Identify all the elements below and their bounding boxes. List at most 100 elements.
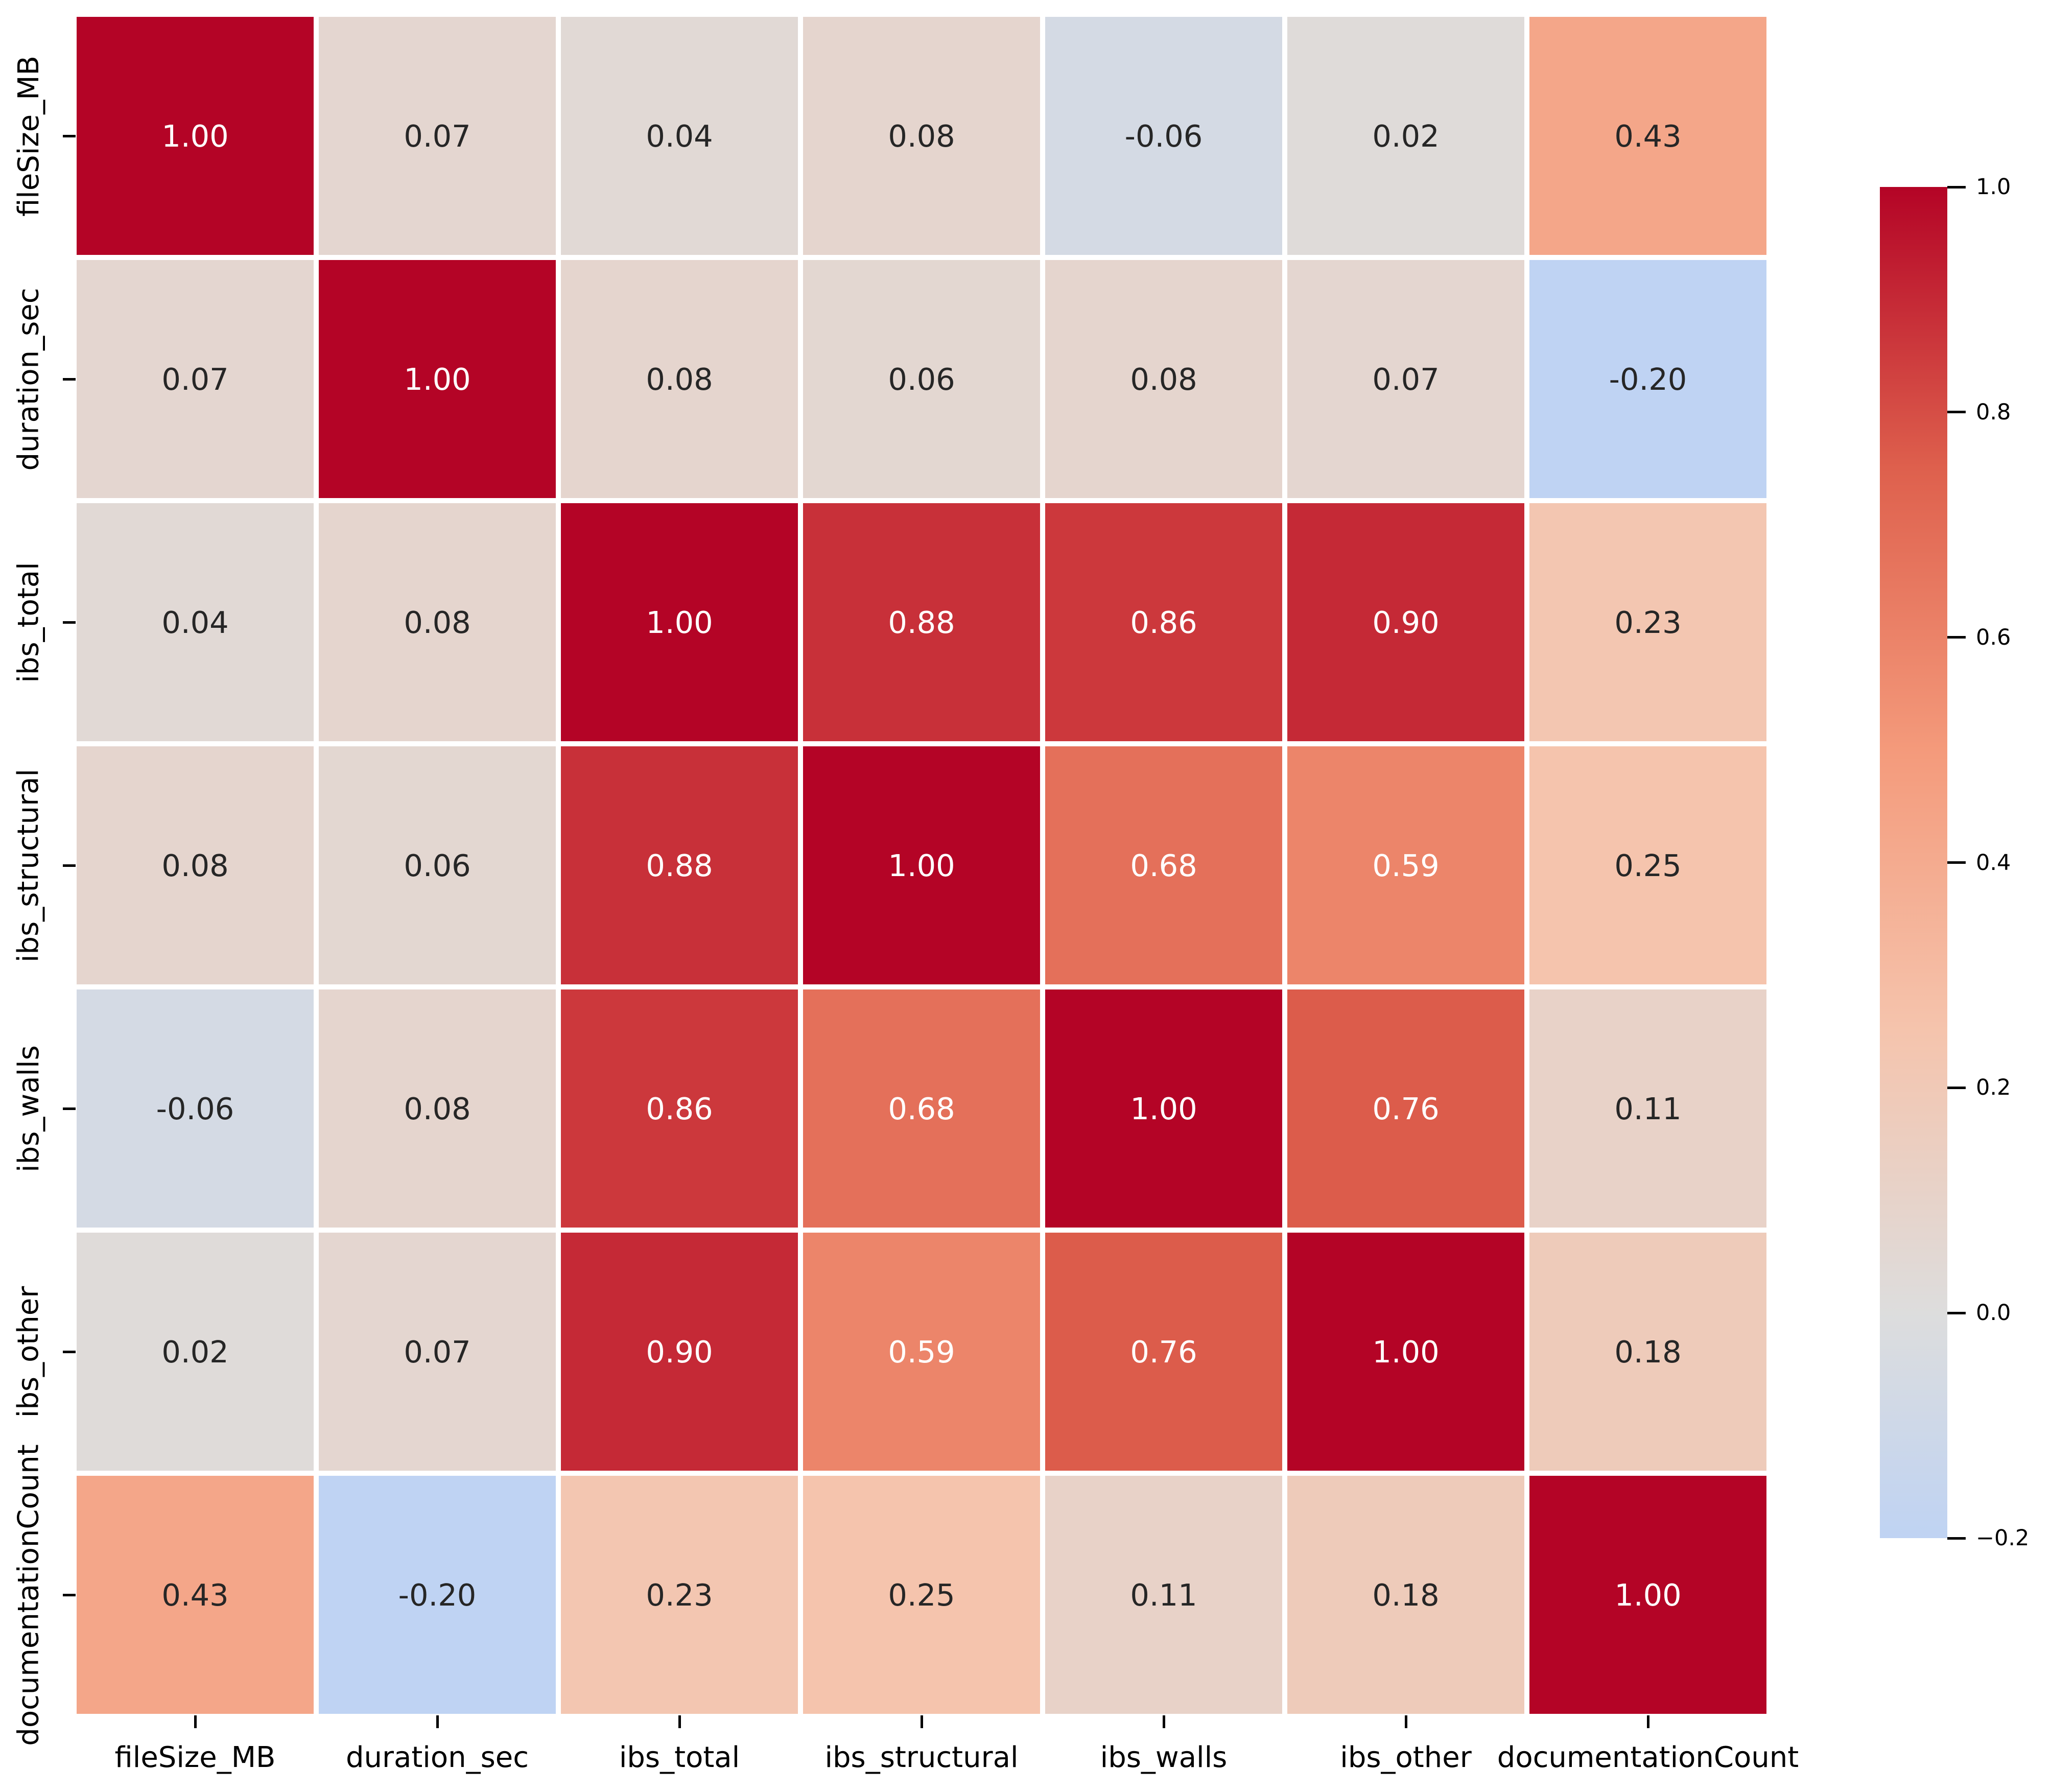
heatmap-cell-fileSize_MB-duration_sec: 0.07 <box>319 17 556 255</box>
y-axis-label-text: ibs_walls <box>12 1045 45 1172</box>
x-axis-label-ibs_other: ibs_other <box>1340 1740 1472 1774</box>
heatmap-cell-ibs_walls-ibs_walls: 1.00 <box>1045 989 1282 1228</box>
heatmap-cell-ibs_total-ibs_total: 1.00 <box>561 503 798 741</box>
heatmap-cell-ibs_total-fileSize_MB: 0.04 <box>77 503 314 741</box>
heatmap-cell-ibs_structural-duration_sec: 0.06 <box>319 746 556 984</box>
colorbar-tick <box>1947 861 1966 864</box>
heatmap-grid: 1.00 0.07 0.04 0.08 -0.06 0.02 0.43 0.07 1.00 0.0… <box>77 17 1766 1714</box>
heatmap-cell-documentationCount-documentationCount: 1.00 <box>1529 1476 1766 1714</box>
y-axis-label-text: ibs_structural <box>12 768 45 962</box>
colorbar-tick-label-0.6: 0.6 <box>1976 624 2011 650</box>
heatmap-cell-duration_sec-fileSize_MB: 0.07 <box>77 260 314 498</box>
heatmap-cell-duration_sec-ibs_total: 0.08 <box>561 260 798 498</box>
y-axis-tick <box>63 378 76 381</box>
x-axis-tick <box>1646 1715 1649 1728</box>
y-axis-tick <box>63 621 76 624</box>
heatmap-cell-ibs_other-ibs_other: 1.00 <box>1287 1233 1524 1471</box>
y-axis-tick <box>63 1350 76 1353</box>
y-axis-label-text: duration_sec <box>12 287 45 471</box>
heatmap-cell-ibs_walls-ibs_total: 0.86 <box>561 989 798 1228</box>
heatmap-cell-fileSize_MB-ibs_total: 0.04 <box>561 17 798 255</box>
y-axis-tick <box>63 864 76 867</box>
y-axis-label-duration_sec: duration_sec <box>0 260 57 498</box>
colorbar-tick-label-0.0: 0.0 <box>1976 1300 2011 1326</box>
y-axis-tick <box>63 134 76 137</box>
heatmap-cell-fileSize_MB-ibs_other: 0.02 <box>1287 17 1524 255</box>
heatmap-cell-ibs_other-ibs_total: 0.90 <box>561 1233 798 1471</box>
x-axis-tick <box>920 1715 923 1728</box>
x-axis-tick <box>436 1715 439 1728</box>
heatmap-cell-ibs_total-ibs_walls: 0.86 <box>1045 503 1282 741</box>
y-axis-label-documentationCount: documentationCount <box>0 1444 57 1746</box>
heatmap-cell-duration_sec-ibs_other: 0.07 <box>1287 260 1524 498</box>
heatmap-cell-fileSize_MB-ibs_walls: -0.06 <box>1045 17 1282 255</box>
heatmap-cell-fileSize_MB-documentationCount: 0.43 <box>1529 17 1766 255</box>
heatmap-cell-ibs_other-ibs_structural: 0.59 <box>803 1233 1040 1471</box>
heatmap-cell-ibs_total-ibs_other: 0.90 <box>1287 503 1524 741</box>
heatmap-cell-documentationCount-fileSize_MB: 0.43 <box>77 1476 314 1714</box>
colorbar-tick-label-1.0: 1.0 <box>1976 174 2011 200</box>
x-axis-label-ibs_structural: ibs_structural <box>824 1740 1019 1774</box>
y-axis-label-ibs_walls: ibs_walls <box>0 989 57 1228</box>
heatmap-cell-ibs_structural-ibs_total: 0.88 <box>561 746 798 984</box>
heatmap-cell-duration_sec-ibs_walls: 0.08 <box>1045 260 1282 498</box>
colorbar-tick <box>1947 1086 1966 1089</box>
colorbar-tick <box>1947 185 1966 188</box>
heatmap-cell-ibs_other-duration_sec: 0.07 <box>319 1233 556 1471</box>
heatmap-cell-ibs_other-documentationCount: 0.18 <box>1529 1233 1766 1471</box>
y-axis-label-text: ibs_other <box>12 1286 45 1418</box>
heatmap-cell-ibs_structural-ibs_other: 0.59 <box>1287 746 1524 984</box>
y-axis-label-text: fileSize_MB <box>12 55 45 217</box>
heatmap-cell-documentationCount-ibs_structural: 0.25 <box>803 1476 1040 1714</box>
heatmap-cell-duration_sec-documentationCount: -0.20 <box>1529 260 1766 498</box>
colorbar-tick-label-0.8: 0.8 <box>1976 399 2011 425</box>
heatmap-cell-ibs_total-duration_sec: 0.08 <box>319 503 556 741</box>
heatmap-cell-ibs_walls-documentationCount: 0.11 <box>1529 989 1766 1228</box>
y-axis-label-fileSize_MB: fileSize_MB <box>0 17 57 255</box>
colorbar-tick <box>1947 1311 1966 1314</box>
heatmap-cell-duration_sec-ibs_structural: 0.06 <box>803 260 1040 498</box>
heatmap-cell-ibs_walls-duration_sec: 0.08 <box>319 989 556 1228</box>
colorbar-tick <box>1947 1537 1966 1540</box>
x-axis-label-duration_sec: duration_sec <box>345 1740 529 1774</box>
heatmap-cell-duration_sec-duration_sec: 1.00 <box>319 260 556 498</box>
y-axis-label-text: ibs_total <box>12 561 45 683</box>
heatmap-cell-ibs_walls-ibs_other: 0.76 <box>1287 989 1524 1228</box>
x-axis-tick <box>194 1715 197 1728</box>
x-axis-tick <box>1404 1715 1407 1728</box>
heatmap-cell-ibs_other-fileSize_MB: 0.02 <box>77 1233 314 1471</box>
heatmap-cell-documentationCount-ibs_walls: 0.11 <box>1045 1476 1282 1714</box>
heatmap-cell-ibs_total-ibs_structural: 0.88 <box>803 503 1040 741</box>
colorbar-tick <box>1947 636 1966 639</box>
heatmap-cell-documentationCount-ibs_total: 0.23 <box>561 1476 798 1714</box>
heatmap-cell-ibs_structural-documentationCount: 0.25 <box>1529 746 1766 984</box>
x-axis-label-ibs_total: ibs_total <box>619 1740 740 1774</box>
y-axis-label-text: documentationCount <box>12 1444 45 1746</box>
x-axis-label-ibs_walls: ibs_walls <box>1100 1740 1228 1774</box>
heatmap-cell-ibs_walls-ibs_structural: 0.68 <box>803 989 1040 1228</box>
colorbar-tick-label-0.4: 0.4 <box>1976 850 2011 876</box>
colorbar-tick <box>1947 411 1966 414</box>
colorbar-tick-label-0.2: 0.2 <box>1976 1075 2011 1101</box>
heatmap-cell-documentationCount-duration_sec: -0.20 <box>319 1476 556 1714</box>
colorbar-tick-label-−0.2: −0.2 <box>1976 1525 2030 1551</box>
y-axis-tick <box>63 1107 76 1110</box>
x-axis-tick <box>1162 1715 1165 1728</box>
heatmap-cell-ibs_walls-fileSize_MB: -0.06 <box>77 989 314 1228</box>
colorbar-gradient <box>1880 187 1947 1538</box>
x-axis-label-fileSize_MB: fileSize_MB <box>114 1740 276 1774</box>
heatmap-cell-documentationCount-ibs_other: 0.18 <box>1287 1476 1524 1714</box>
x-axis-label-documentationCount: documentationCount <box>1497 1740 1799 1774</box>
heatmap-cell-fileSize_MB-ibs_structural: 0.08 <box>803 17 1040 255</box>
heatmap-cell-ibs_structural-ibs_walls: 0.68 <box>1045 746 1282 984</box>
heatmap-cell-fileSize_MB-fileSize_MB: 1.00 <box>77 17 314 255</box>
heatmap-cell-ibs_total-documentationCount: 0.23 <box>1529 503 1766 741</box>
heatmap-cell-ibs_structural-fileSize_MB: 0.08 <box>77 746 314 984</box>
y-axis-label-ibs_total: ibs_total <box>0 503 57 741</box>
y-axis-tick <box>63 1593 76 1596</box>
x-axis-tick <box>678 1715 681 1728</box>
y-axis-label-ibs_structural: ibs_structural <box>0 746 57 984</box>
y-axis-label-ibs_other: ibs_other <box>0 1233 57 1471</box>
heatmap-cell-ibs_structural-ibs_structural: 1.00 <box>803 746 1040 984</box>
